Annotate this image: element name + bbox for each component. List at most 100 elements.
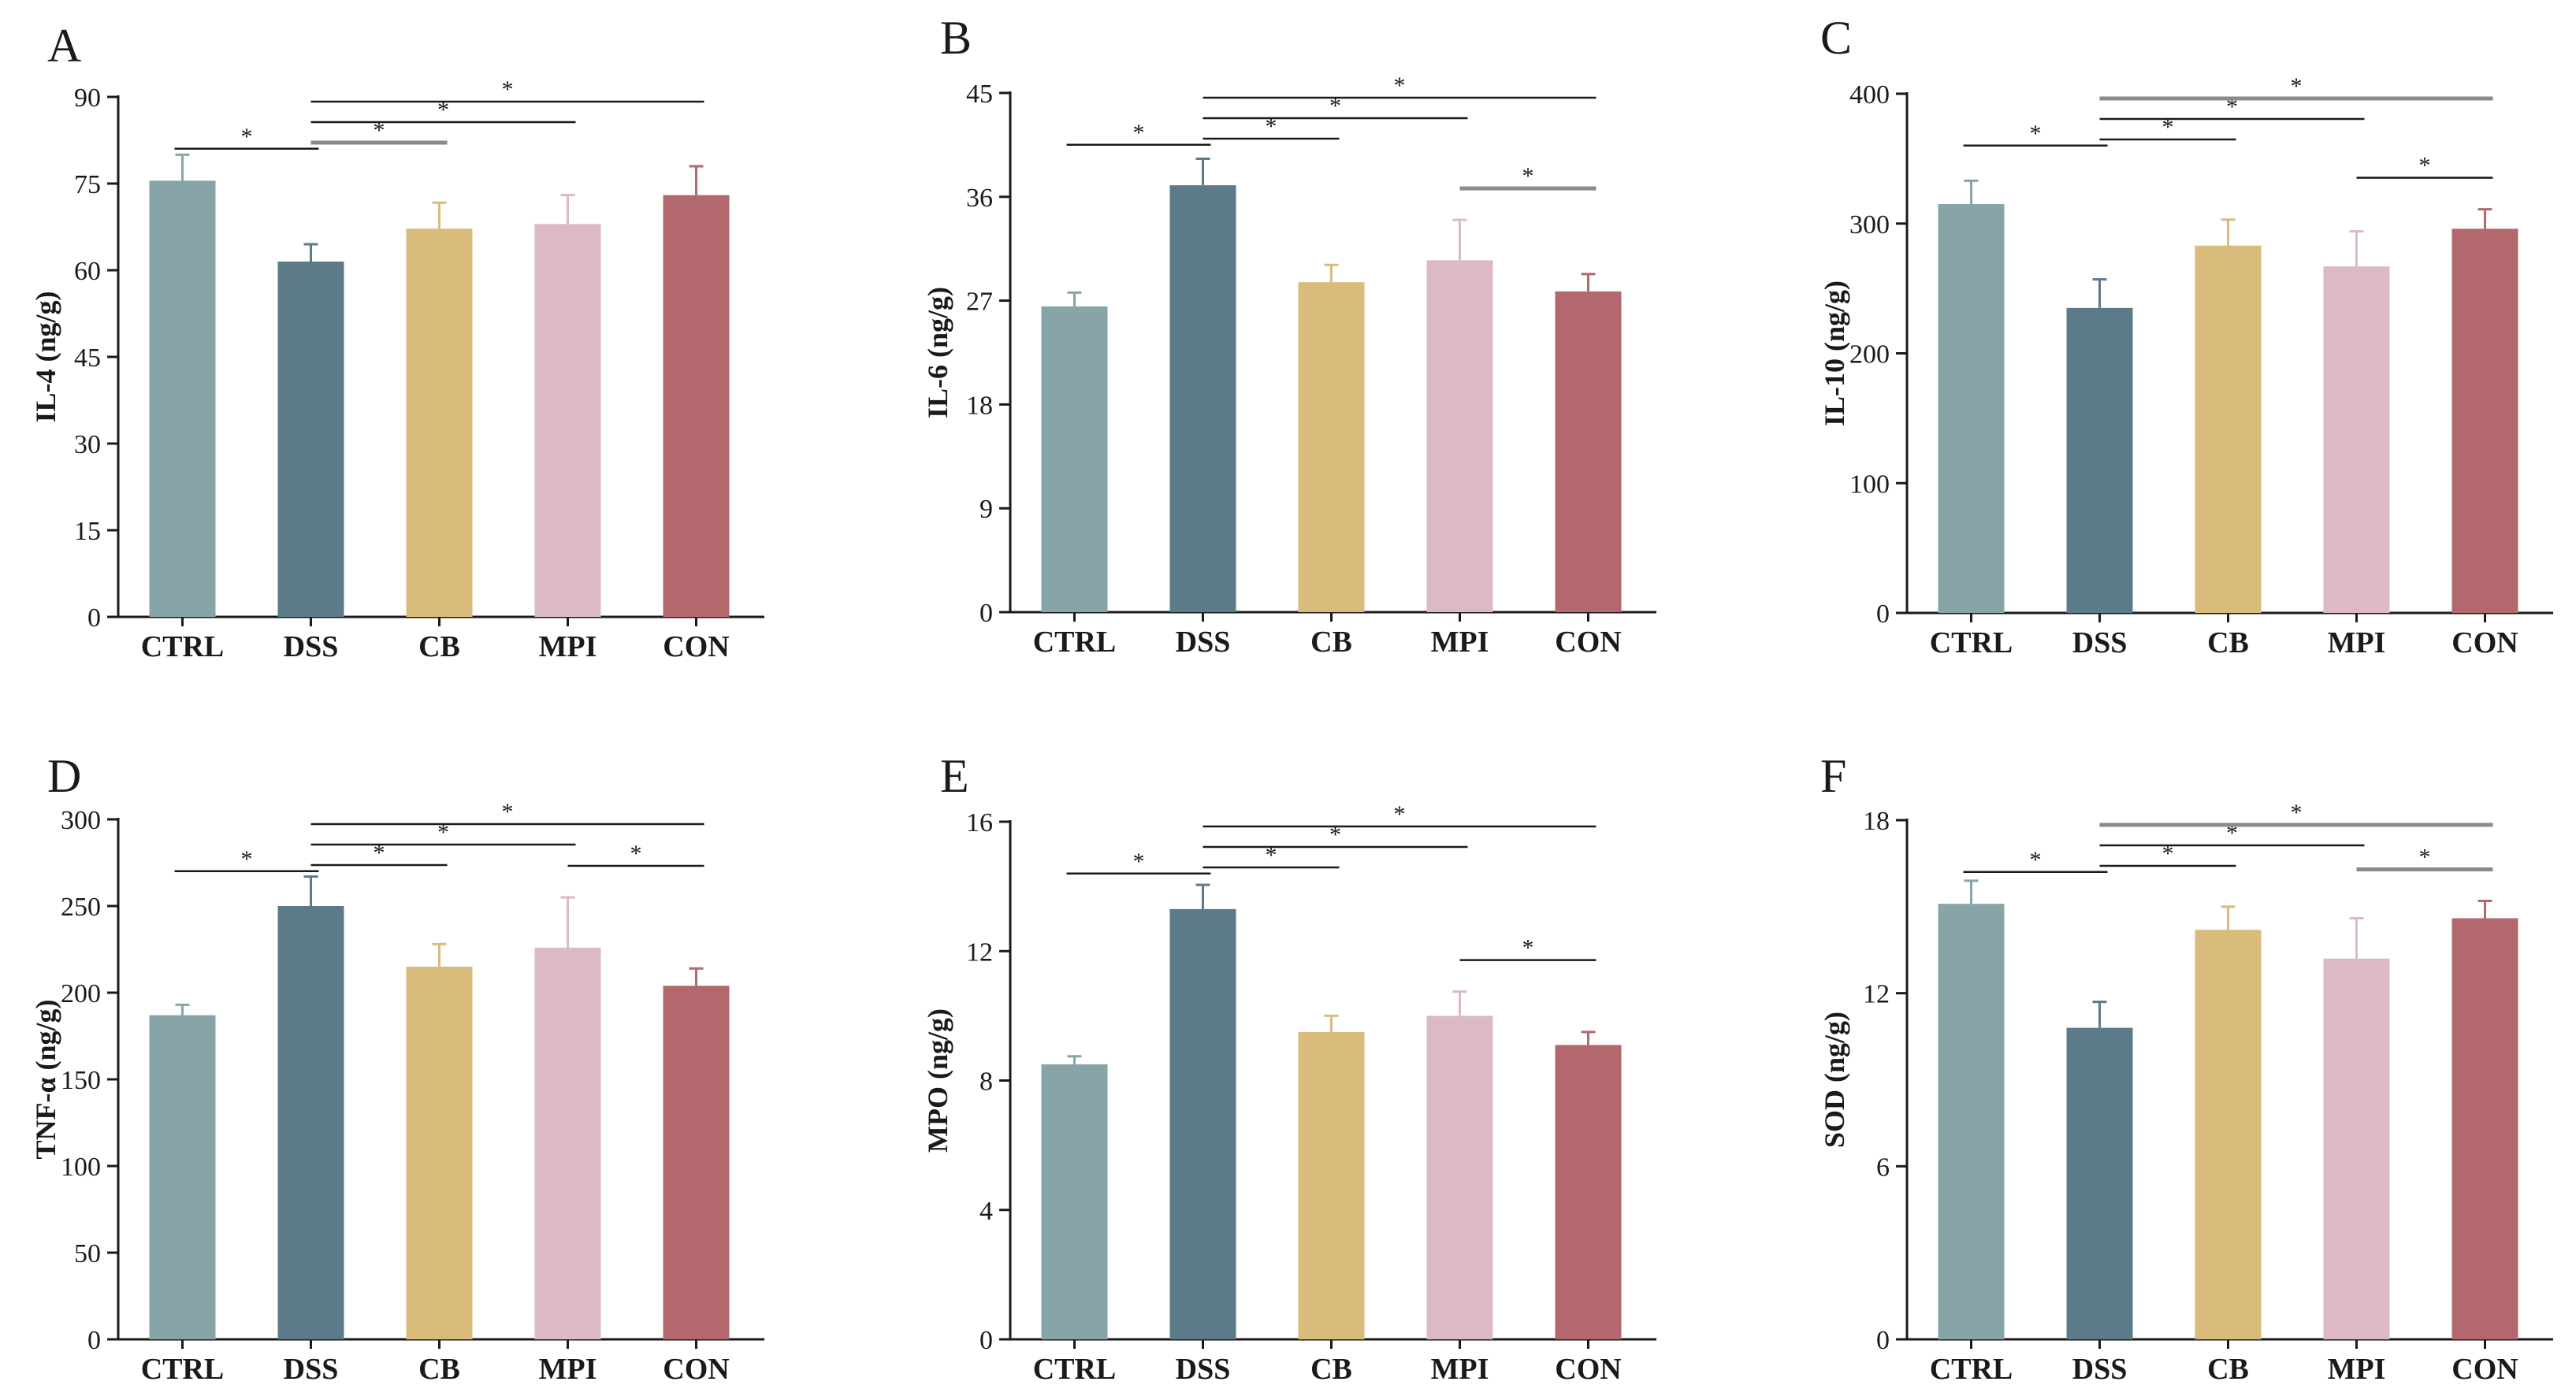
y-axis-title: TNF-α (ng/g) <box>30 999 61 1159</box>
panel-B: B 0 9 18 27 36 45 IL-6 (ng/g) CTRL DSS CB MPI CON * * *… <box>922 12 1656 659</box>
y-axis-title: IL-6 (ng/g) <box>922 287 953 418</box>
y-tick-label: 90 <box>74 84 101 113</box>
bar-mpi <box>534 224 601 617</box>
x-tick-label: CTRL <box>1930 1353 2013 1386</box>
significance-star: * <box>1133 849 1145 875</box>
x-tick-label: MPI <box>539 630 597 663</box>
bar-dss <box>1169 908 1236 1339</box>
y-tick-label: 100 <box>61 1153 101 1182</box>
panel-label: B <box>940 12 972 64</box>
bar-cb <box>406 228 473 617</box>
x-tick-label: CON <box>663 630 729 663</box>
x-tick-label: MPI <box>1431 1353 1489 1386</box>
significance-star: * <box>2419 845 2431 871</box>
y-axis-title: IL-4 (ng/g) <box>30 291 61 422</box>
bar-dss <box>2066 307 2133 613</box>
x-tick-label: DSS <box>1176 1353 1231 1386</box>
x-tick-label: DSS <box>284 630 339 663</box>
bar-ctrl <box>1041 1064 1108 1339</box>
bar-cb <box>2195 930 2262 1339</box>
x-tick-label: CTRL <box>1930 626 2013 659</box>
panel-A: A 0 15 30 45 60 75 90 IL-4 (ng/g) CTRL DSS CB MPI CON… <box>30 20 764 663</box>
x-tick-label: CB <box>2207 626 2249 659</box>
bar-cb <box>1298 1031 1365 1339</box>
bar-con <box>1555 1045 1622 1339</box>
x-tick-label: CTRL <box>1033 626 1117 659</box>
y-tick-label: 60 <box>74 257 101 286</box>
y-tick-label: 6 <box>1876 1153 1890 1182</box>
x-tick-label: CTRL <box>1033 1353 1117 1386</box>
x-tick-label: MPI <box>2328 626 2386 659</box>
x-tick-label: CON <box>1555 626 1621 659</box>
y-axis-title: IL-10 (ng/g) <box>1819 280 1850 426</box>
x-tick-label: CB <box>1310 626 1352 659</box>
x-tick-label: CTRL <box>141 630 225 663</box>
bar-con <box>2451 228 2518 613</box>
significance-star: * <box>374 117 385 143</box>
panel-D: D 0 50 100 150 200 250 300 TNF-α (ng/g) CTRL DSS CB… <box>30 750 764 1386</box>
x-tick-label: CB <box>418 630 460 663</box>
y-tick-label: 0 <box>1876 600 1890 629</box>
significance-star: * <box>2419 153 2431 179</box>
bar-ctrl <box>1938 904 2005 1339</box>
y-tick-label: 45 <box>74 344 101 373</box>
significance-star: * <box>1394 72 1406 98</box>
x-tick-label: CON <box>2451 1353 2518 1386</box>
significance-star: * <box>2030 121 2042 147</box>
significance-star: * <box>1522 163 1534 189</box>
significance-star: * <box>2162 841 2174 867</box>
panel-label: C <box>1820 12 1852 64</box>
bar-con <box>663 986 730 1339</box>
panel-E: E 0 4 8 12 16 MPO (ng/g) CTRL DSS CB MPI CON * * * * * <box>922 750 1656 1386</box>
y-tick-label: 50 <box>74 1239 101 1268</box>
y-tick-label: 200 <box>1849 340 1890 369</box>
x-tick-label: DSS <box>1176 626 1231 659</box>
y-tick-label: 18 <box>1863 807 1890 836</box>
significance-star: * <box>374 840 385 866</box>
panel-label: E <box>940 750 969 802</box>
x-tick-label: CTRL <box>141 1353 225 1386</box>
y-tick-label: 4 <box>979 1197 993 1226</box>
significance-star: * <box>437 819 449 845</box>
bar-mpi <box>1426 260 1493 612</box>
y-axis-title: SOD (ng/g) <box>1819 1012 1850 1148</box>
significance-star: * <box>2030 847 2042 873</box>
significance-star: * <box>437 97 449 123</box>
y-tick-label: 15 <box>74 517 101 546</box>
bar-con <box>663 195 730 617</box>
bar-cb <box>2195 245 2262 613</box>
y-tick-label: 16 <box>966 808 993 837</box>
panel-label: A <box>47 20 81 72</box>
panel-C: C 0 100 200 300 400 IL-10 (ng/g) CTRL DSS CB MPI CO… <box>1819 12 2553 659</box>
x-tick-label: MPI <box>2328 1353 2386 1386</box>
bar-dss <box>277 906 344 1339</box>
y-tick-label: 27 <box>966 288 993 317</box>
y-tick-label: 0 <box>979 1326 993 1355</box>
bar-dss <box>2066 1027 2133 1339</box>
y-tick-label: 400 <box>1849 80 1890 110</box>
y-tick-label: 9 <box>979 495 993 524</box>
x-tick-label: CON <box>2451 626 2518 659</box>
bar-mpi <box>2323 266 2390 613</box>
bar-cb <box>406 967 473 1339</box>
bar-dss <box>277 262 344 617</box>
x-tick-label: DSS <box>2072 626 2128 659</box>
significance-star: * <box>1329 822 1341 848</box>
y-tick-label: 0 <box>979 599 993 628</box>
y-tick-label: 30 <box>74 430 101 459</box>
x-tick-label: CB <box>2207 1353 2249 1386</box>
y-tick-label: 100 <box>1849 470 1890 499</box>
bar-ctrl <box>1938 204 2005 614</box>
bar-ctrl <box>149 1015 216 1339</box>
significance-star: * <box>2291 73 2303 99</box>
y-tick-label: 12 <box>966 938 993 967</box>
bar-cb <box>1298 282 1365 612</box>
y-tick-label: 0 <box>1876 1326 1890 1355</box>
y-tick-label: 300 <box>61 806 101 835</box>
significance-star: * <box>502 799 514 825</box>
x-tick-label: MPI <box>539 1353 597 1386</box>
x-tick-label: CON <box>663 1353 729 1386</box>
bar-con <box>2451 918 2518 1339</box>
x-tick-label: CB <box>418 1353 460 1386</box>
